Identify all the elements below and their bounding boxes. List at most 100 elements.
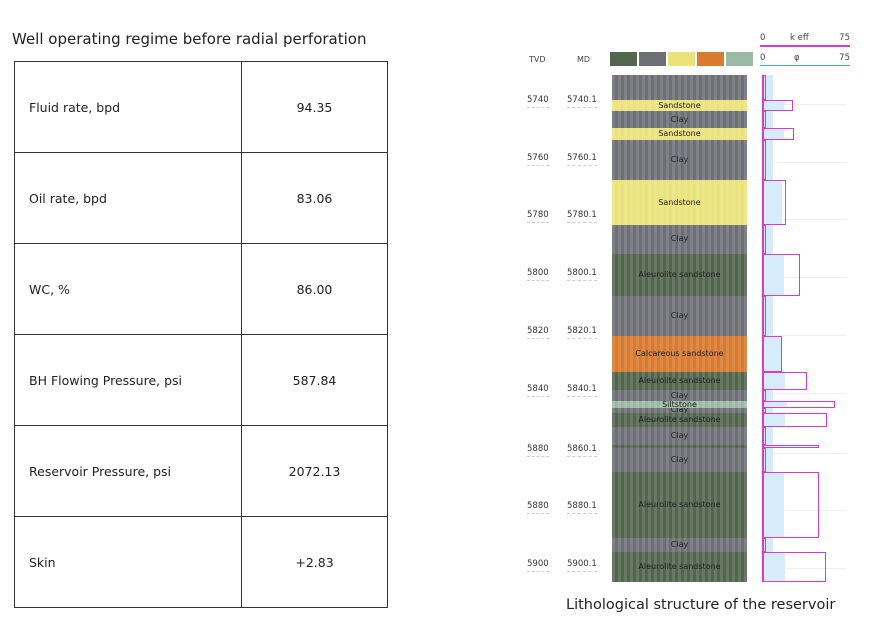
lithology-layer: Sandstone	[612, 128, 747, 140]
lithology-layer: Clay	[612, 407, 747, 413]
phi-scale: 0 φ 75	[760, 53, 850, 66]
lithology-layer: Clay	[612, 111, 747, 129]
row-label: Fluid rate, bpd	[14, 61, 242, 153]
lithology-layer: Aleurolite sandstone	[612, 552, 747, 582]
phi-bar	[762, 111, 774, 129]
md-label: 5840.1	[567, 384, 597, 397]
keff-bar	[762, 390, 767, 402]
row-label: Oil rate, bpd	[14, 152, 242, 244]
tvd-label: 5880	[527, 501, 549, 514]
gridline	[762, 335, 847, 336]
row-label: WC, %	[14, 243, 242, 335]
keff-label: k eff	[790, 33, 809, 43]
keff-bar	[762, 407, 767, 413]
phi-bar	[762, 552, 786, 582]
phi-max: 75	[839, 53, 850, 63]
legend-swatch	[639, 52, 666, 66]
keff-bar	[762, 111, 767, 129]
lithology-layer: Clay	[612, 296, 747, 337]
tvd-header: TVD	[529, 55, 546, 64]
keff-bar	[762, 224, 767, 254]
operating-regime-table: Fluid rate, bpd 94.35 Oil rate, bpd 83.06 WC…	[14, 61, 388, 608]
md-label: 5880.1	[567, 501, 597, 514]
gridline	[762, 568, 847, 569]
keff-bar	[762, 100, 793, 112]
md-header: MD	[577, 55, 591, 64]
keff-bar	[762, 537, 767, 553]
row-value: 94.35	[241, 61, 388, 153]
phi-bar	[762, 140, 774, 181]
md-label: 5860.1	[567, 444, 597, 457]
gridline	[762, 104, 847, 105]
legend-swatch	[697, 52, 724, 66]
row-label: Reservoir Pressure, psi	[14, 425, 242, 517]
gridline	[762, 162, 847, 163]
phi-bar	[762, 472, 785, 538]
lithology-layer	[612, 75, 747, 100]
legend-swatch	[668, 52, 695, 66]
table-row: WC, % 86.00	[14, 243, 388, 335]
row-label: BH Flowing Pressure, psi	[14, 334, 242, 426]
phi-bar	[762, 427, 774, 446]
phi-bar	[762, 75, 774, 100]
gridline	[762, 219, 847, 220]
lithology-layer: Siltstone	[612, 401, 747, 408]
keff-bar	[762, 253, 801, 297]
table-title: Well operating regime before radial perf…	[12, 30, 367, 48]
row-value: 83.06	[241, 152, 388, 244]
keff-bar	[762, 427, 767, 446]
lithology-layer: Clay	[612, 427, 747, 446]
md-label: 5780.1	[567, 210, 597, 223]
row-value: 86.00	[241, 243, 388, 335]
keff-bar	[762, 296, 767, 337]
tvd-label: 5740	[527, 95, 549, 108]
keff-bar	[762, 75, 767, 100]
gridline	[762, 393, 847, 394]
tvd-label: 5900	[527, 559, 549, 572]
phi-bar	[762, 445, 785, 448]
row-value: +2.83	[241, 516, 388, 608]
log-caption: Lithological structure of the reservoir	[566, 597, 836, 613]
phi-bar	[762, 401, 788, 408]
tvd-label: 5780	[527, 210, 549, 223]
phi-bar	[762, 296, 774, 337]
lithology-layer: Clay	[612, 537, 747, 553]
legend-swatch	[610, 52, 637, 66]
tvd-label: 5820	[527, 326, 549, 339]
gridline	[762, 510, 847, 511]
keff-bar	[762, 472, 820, 538]
phi-bar	[762, 372, 786, 390]
keff-min: 0	[760, 33, 766, 43]
property-track	[762, 0, 852, 633]
legend-swatch	[726, 52, 753, 66]
phi-bar	[762, 336, 782, 372]
lithology-layer: Clay	[612, 390, 747, 402]
phi-bar	[762, 412, 786, 428]
phi-bar	[762, 448, 774, 473]
lithology-layer: Calcareous sandstone	[612, 336, 747, 372]
phi-bar	[762, 407, 774, 413]
lithology-layer: Aleurolite sandstone	[612, 372, 747, 390]
gridline	[762, 277, 847, 278]
keff-bar	[762, 445, 820, 448]
keff-bar	[762, 180, 787, 225]
keff-bar	[762, 336, 782, 372]
lithology-layer: Clay	[612, 224, 747, 254]
keff-bar	[762, 552, 826, 582]
md-label: 5800.1	[567, 268, 597, 281]
tvd-label: 5880	[527, 444, 549, 457]
md-label: 5900.1	[567, 559, 597, 572]
lithology-layer: Sandstone	[612, 180, 747, 225]
lithology-layer: Clay	[612, 140, 747, 181]
md-label: 5820.1	[567, 326, 597, 339]
lithology-layer: Aleurolite sandstone	[612, 253, 747, 297]
keff-bar	[762, 140, 767, 181]
table-row: Skin +2.83	[14, 516, 388, 608]
keff-scale: 0 k eff 75	[760, 33, 850, 47]
tvd-label: 5800	[527, 268, 549, 281]
row-value: 2072.13	[241, 425, 388, 517]
lithology-layer: Clay	[612, 448, 747, 473]
phi-bar	[762, 128, 785, 140]
lithology-layer: Aleurolite sandstone	[612, 412, 747, 428]
lithology-layer: Sandstone	[612, 100, 747, 112]
